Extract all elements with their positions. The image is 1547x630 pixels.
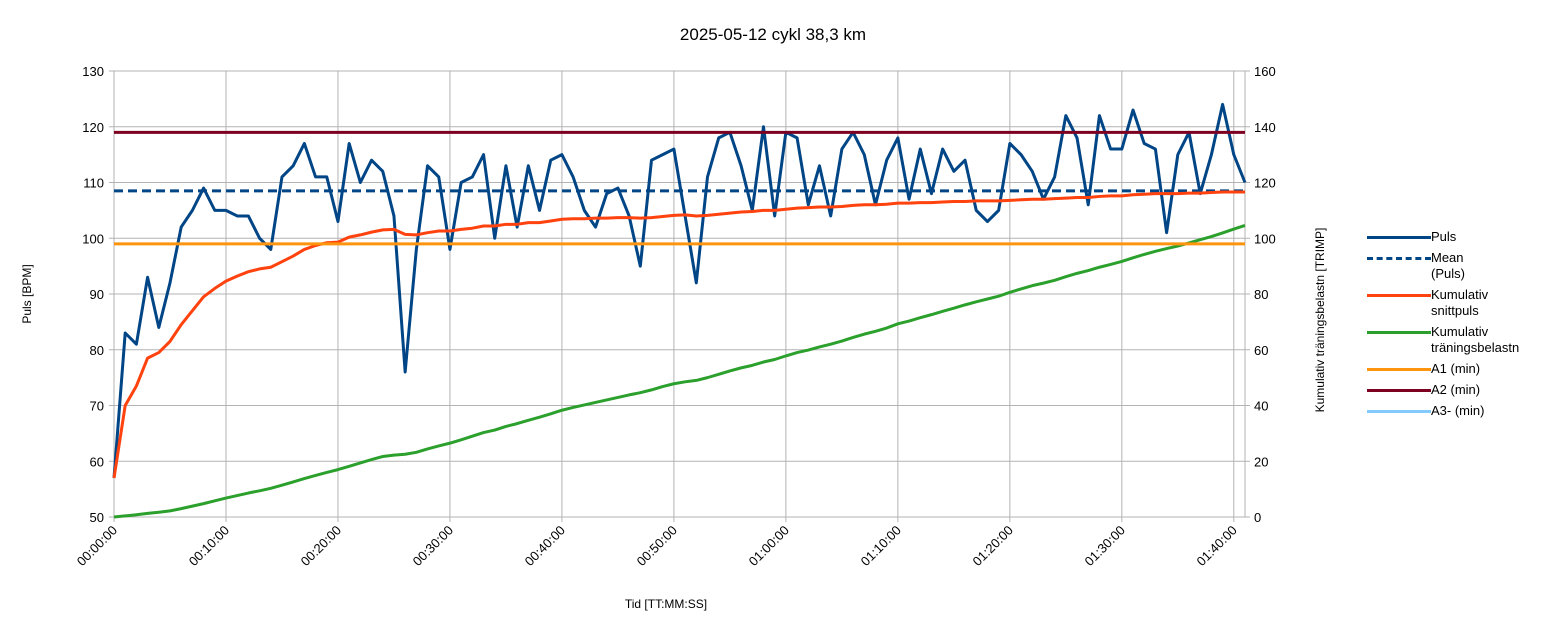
x-tick-label: 01:30:00 bbox=[1082, 523, 1128, 569]
y-tick-label: 90 bbox=[90, 287, 104, 302]
x-tick-label: 00:40:00 bbox=[522, 523, 568, 569]
y-tick-label: 70 bbox=[90, 399, 104, 414]
legend-label: Kumulativ träningsbelastn bbox=[1431, 324, 1520, 355]
y2-tick-label: 20 bbox=[1254, 454, 1268, 469]
x-tick-label: 00:50:00 bbox=[634, 523, 680, 569]
plot-frame bbox=[113, 70, 1246, 518]
y-tick-label: 50 bbox=[90, 510, 104, 525]
legend-item: Kumulativ träningsbelastn bbox=[1367, 324, 1519, 356]
x-axis-label: Tid [TT:MM:SS] bbox=[625, 597, 707, 611]
legend-item: Kumulativ snittpuls bbox=[1367, 287, 1497, 319]
legend-swatch bbox=[1367, 361, 1431, 377]
y-tick-label: 100 bbox=[82, 231, 104, 246]
x-tick-label: 00:30:00 bbox=[410, 523, 456, 569]
legend-swatch bbox=[1367, 324, 1431, 340]
y2-axis-label: Kumulativ träningsbelastn [TRIMP] bbox=[1313, 228, 1327, 413]
x-tick-label: 01:40:00 bbox=[1194, 523, 1240, 569]
legend-label: A3- (min) bbox=[1431, 403, 1485, 418]
y2-tick-label: 60 bbox=[1254, 343, 1268, 358]
legend-swatch bbox=[1367, 229, 1431, 245]
legend-label: A2 (min) bbox=[1431, 382, 1481, 397]
y2-tick-label: 100 bbox=[1254, 231, 1276, 246]
legend-label: Mean (Puls) bbox=[1431, 250, 1465, 281]
grid bbox=[113, 70, 1245, 518]
y2-tick-label: 120 bbox=[1254, 176, 1276, 191]
legend-item: A1 (min) bbox=[1367, 361, 1497, 377]
y-tick-label: 80 bbox=[90, 343, 104, 358]
x-tick-label: 00:00:00 bbox=[74, 523, 120, 569]
legend-item: A2 (min) bbox=[1367, 382, 1497, 398]
x-tick-label: 01:20:00 bbox=[970, 523, 1016, 569]
legend-item: Puls bbox=[1367, 229, 1497, 245]
y2-tick-label: 40 bbox=[1254, 399, 1268, 414]
legend-item: A3- (min) bbox=[1367, 403, 1497, 419]
legend-label: Puls bbox=[1431, 229, 1457, 244]
y2-tick-label: 0 bbox=[1254, 510, 1261, 525]
y2-tick-label: 140 bbox=[1254, 120, 1276, 135]
x-tick-label: 01:10:00 bbox=[858, 523, 904, 569]
x-tick-label: 01:00:00 bbox=[746, 523, 792, 569]
y2-tick-label: 160 bbox=[1254, 64, 1276, 79]
y-tick-label: 130 bbox=[82, 64, 104, 79]
chart-title: 2025-05-12 cykl 38,3 km bbox=[680, 25, 866, 44]
y-tick-label: 120 bbox=[82, 120, 104, 135]
x-tick-label: 00:20:00 bbox=[298, 523, 344, 569]
y-tick-label: 110 bbox=[83, 176, 104, 191]
legend-swatch bbox=[1367, 287, 1431, 303]
legend-swatch bbox=[1367, 382, 1431, 398]
legend: Puls Mean (Puls) Kumulativ snittpuls Kumula… bbox=[1367, 229, 1519, 424]
series-line bbox=[112, 190, 1245, 479]
legend-swatch bbox=[1367, 250, 1431, 266]
y2-tick-label: 80 bbox=[1254, 287, 1268, 302]
legend-label: A1 (min) bbox=[1431, 361, 1481, 376]
legend-item: Mean (Puls) bbox=[1367, 250, 1497, 282]
x-tick-label: 00:10:00 bbox=[186, 523, 232, 569]
legend-label: Kumulativ snittpuls bbox=[1431, 287, 1489, 318]
y-axis-label: Puls [BPM] bbox=[20, 264, 34, 323]
y-tick-label: 60 bbox=[90, 454, 104, 469]
series-line bbox=[112, 102, 1247, 479]
legend-swatch bbox=[1367, 403, 1431, 419]
series-line bbox=[113, 224, 1246, 519]
